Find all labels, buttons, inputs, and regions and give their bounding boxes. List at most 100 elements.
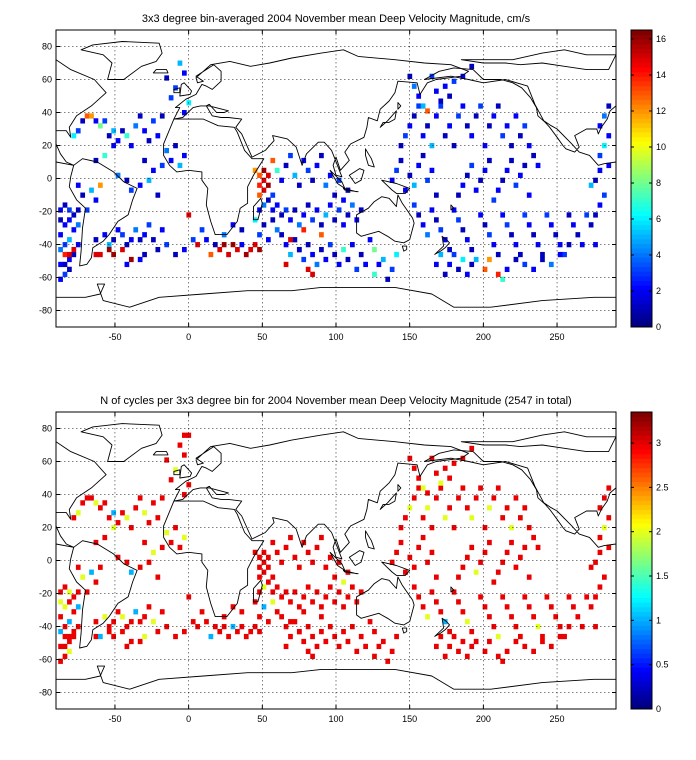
data-cell (469, 445, 475, 452)
data-cell (447, 475, 452, 481)
coastline (401, 627, 408, 634)
data-cell (341, 604, 346, 610)
data-cell (513, 256, 519, 263)
data-cell (58, 599, 63, 605)
data-cell (208, 251, 214, 258)
data-cell (504, 266, 510, 273)
data-cell (336, 559, 342, 565)
data-cell (487, 123, 492, 129)
colorbar-segment (631, 215, 652, 221)
data-cell (434, 217, 439, 223)
data-cell (182, 152, 187, 159)
data-cell (283, 544, 289, 551)
data-cell (67, 217, 72, 223)
data-cell (204, 619, 209, 625)
data-cell (593, 242, 598, 248)
colorbar-segment (631, 210, 652, 217)
colorbar-segment (631, 150, 652, 156)
colorbar-segment (631, 90, 652, 96)
coastline (348, 168, 365, 184)
data-cell (239, 242, 245, 248)
data-cell (495, 653, 501, 659)
data-cell (288, 251, 293, 258)
coastline (397, 484, 402, 492)
data-cell (173, 143, 178, 149)
data-cell (434, 113, 439, 119)
coastline (342, 187, 359, 193)
data-cell (407, 505, 413, 511)
y-tick-label: -80 (39, 306, 52, 316)
data-cell (84, 113, 90, 119)
data-cell (456, 217, 461, 223)
data-cell (526, 604, 532, 610)
y-tick-label: -40 (39, 622, 52, 632)
data-cell (602, 113, 607, 119)
data-cell (159, 609, 165, 615)
colorbar-segment (631, 81, 652, 87)
data-cell (257, 172, 262, 178)
colorbar-segment (631, 644, 652, 650)
data-cell (394, 167, 399, 174)
colorbar-segment (631, 169, 652, 175)
data-cell (319, 222, 324, 228)
data-cell (292, 237, 298, 243)
data-cell (363, 643, 368, 650)
colorbar-segment (631, 444, 652, 450)
data-cell (111, 251, 116, 258)
data-cell (354, 266, 360, 273)
colorbar-segment (631, 220, 652, 226)
data-cell (518, 251, 523, 258)
data-cell (606, 162, 612, 169)
data-cell (75, 182, 81, 188)
data-cell (58, 614, 63, 620)
data-cell (332, 217, 338, 223)
data-cell (513, 638, 519, 645)
data-cell (62, 643, 68, 650)
data-cell (451, 525, 457, 531)
data-cell (62, 653, 68, 659)
data-cell (62, 202, 68, 208)
top-coastlines (56, 41, 616, 327)
colorbar-segment (631, 528, 652, 534)
data-cell (142, 251, 147, 258)
coastline (434, 617, 450, 637)
data-cell (327, 584, 333, 590)
data-cell (314, 207, 320, 213)
data-cell (403, 515, 408, 521)
data-cell (522, 212, 528, 218)
colorbar-segment (631, 597, 652, 603)
data-cell (261, 202, 267, 208)
data-cell (504, 648, 510, 655)
data-cell (137, 182, 143, 188)
data-cell (341, 222, 346, 228)
data-cell (151, 619, 156, 625)
data-cell (310, 251, 315, 258)
colorbar-segment (631, 127, 652, 133)
data-cell (354, 648, 360, 655)
data-cell (128, 256, 134, 263)
data-cell (283, 162, 289, 169)
coastline (381, 179, 411, 194)
data-cell (597, 584, 603, 590)
data-cell (296, 222, 302, 228)
data-cell (270, 574, 276, 580)
data-cell (124, 559, 130, 565)
data-cell (429, 143, 435, 149)
data-cell (128, 237, 134, 243)
data-cell (473, 638, 479, 645)
data-cell (411, 202, 417, 208)
data-cell (504, 167, 510, 174)
colorbar-segment (631, 187, 652, 193)
data-cell (460, 182, 466, 188)
data-cell (593, 559, 598, 565)
data-cell (398, 539, 404, 546)
data-cell (447, 261, 452, 268)
data-cell (469, 515, 475, 521)
data-cell (137, 256, 143, 263)
data-cell (75, 207, 81, 213)
y-tick-label: 20 (42, 523, 52, 533)
data-cell (186, 432, 192, 438)
data-cell (146, 559, 152, 565)
data-cell (482, 604, 488, 610)
data-cell (296, 182, 302, 188)
